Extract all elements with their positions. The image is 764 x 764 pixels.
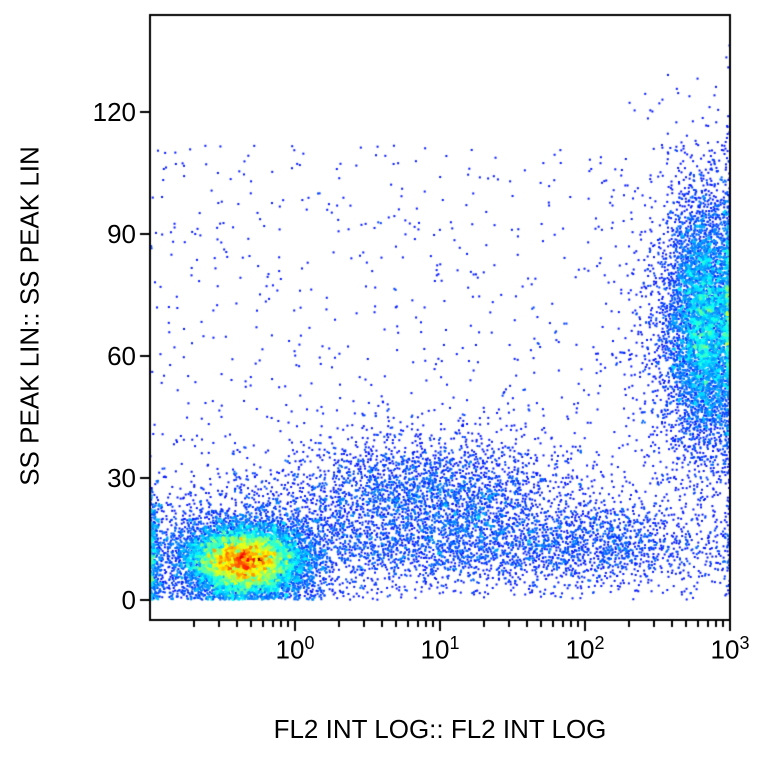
y-tick-label: 60 (107, 341, 136, 372)
x-tick-label: 102 (565, 633, 605, 665)
y-tick-label: 120 (92, 97, 136, 128)
x-axis-title: FL2 INT LOG:: FL2 INT LOG (273, 714, 607, 744)
y-tick-label: 0 (121, 584, 136, 615)
x-tick-label: 101 (420, 633, 460, 665)
y-tick-label: 90 (107, 219, 136, 250)
y-tick-label: 30 (107, 462, 136, 493)
x-tick-label: 103 (710, 633, 750, 665)
x-tick-label: 100 (275, 633, 315, 665)
y-axis-title: SS PEAK LIN:: SS PEAK LIN (14, 146, 45, 486)
